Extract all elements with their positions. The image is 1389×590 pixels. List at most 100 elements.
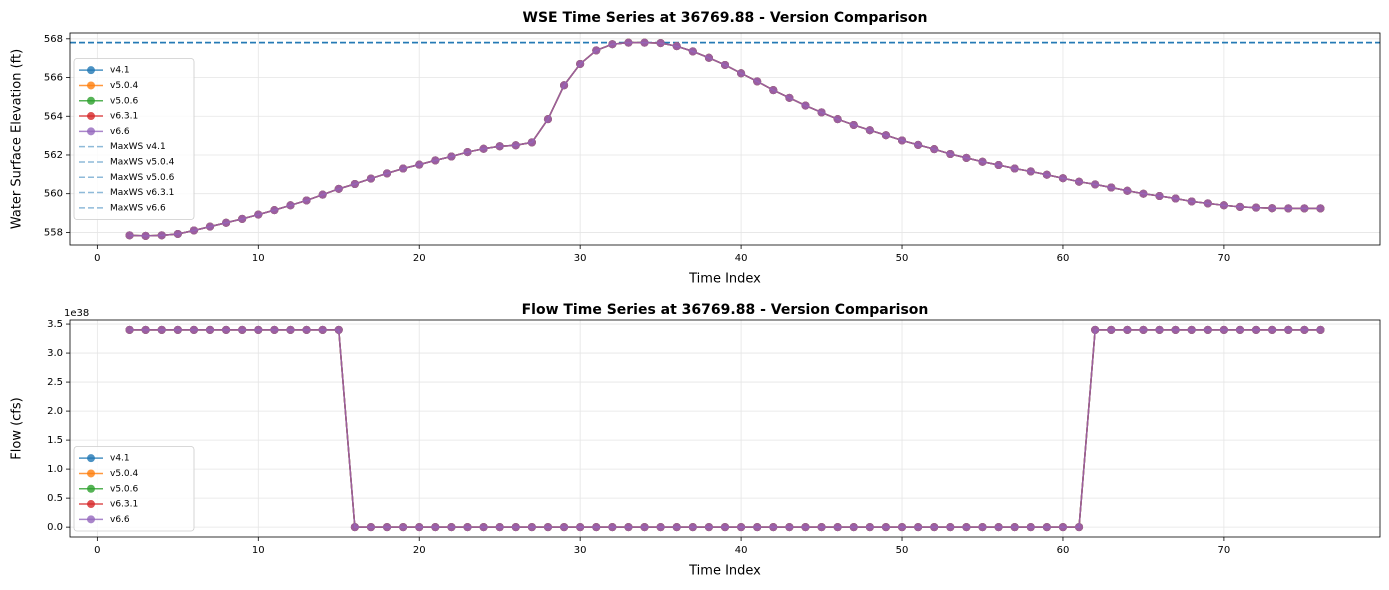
- point: [721, 523, 729, 532]
- point: [962, 153, 971, 162]
- legend-label: v6.6: [110, 127, 130, 137]
- point: [431, 523, 440, 532]
- point: [189, 325, 198, 334]
- point: [930, 145, 939, 154]
- point: [801, 523, 810, 532]
- point: [479, 523, 488, 532]
- axes-frame: [69, 319, 1381, 538]
- series-line: [129, 41, 1321, 237]
- point: [383, 523, 392, 532]
- point: [1155, 325, 1164, 334]
- point: [141, 325, 150, 334]
- legend-label: MaxWS v6.6: [110, 203, 166, 213]
- point: [1058, 174, 1067, 183]
- series-line: [129, 329, 1321, 528]
- point: [447, 152, 456, 161]
- point: [769, 86, 778, 95]
- legend-label: MaxWS v6.3.1: [110, 188, 174, 198]
- series-line: [129, 41, 1321, 237]
- point: [286, 201, 295, 210]
- legend-box: [73, 446, 195, 532]
- point: [415, 523, 424, 532]
- point: [785, 93, 794, 102]
- point: [350, 180, 359, 189]
- legend-marker: [87, 81, 95, 90]
- point: [1235, 325, 1244, 334]
- point: [222, 325, 231, 334]
- point: [865, 126, 874, 135]
- y-tick-label: 2.5: [47, 377, 63, 388]
- point: [608, 523, 617, 532]
- point: [576, 523, 585, 532]
- x-tick-label: 10: [252, 253, 265, 264]
- point: [399, 164, 408, 173]
- point: [914, 523, 923, 532]
- point: [833, 115, 842, 124]
- point: [302, 196, 311, 205]
- point: [334, 325, 343, 334]
- point: [704, 53, 713, 62]
- point: [1042, 170, 1051, 179]
- point: [560, 81, 569, 90]
- legend-label: v4.1: [110, 66, 130, 76]
- series-line: [129, 329, 1321, 528]
- point: [1026, 167, 1035, 176]
- point: [254, 325, 263, 334]
- point: [543, 523, 552, 532]
- point: [817, 523, 826, 532]
- legend-marker: [87, 454, 95, 463]
- point: [962, 523, 971, 532]
- plot-area: [125, 325, 1325, 532]
- point: [865, 523, 874, 532]
- point: [994, 523, 1003, 532]
- series-line: [129, 41, 1321, 237]
- legend-label: MaxWS v5.0.6: [110, 173, 175, 183]
- legend-label: v6.3.1: [110, 112, 138, 122]
- point: [1316, 204, 1325, 213]
- point: [1123, 186, 1132, 195]
- y-tick-label: 558: [44, 227, 63, 238]
- point: [1187, 197, 1196, 206]
- point: [881, 523, 890, 532]
- legend-label: MaxWS v5.0.4: [110, 157, 175, 167]
- x-tick-label: 40: [735, 253, 748, 264]
- point: [447, 523, 456, 532]
- x-tick-label: 30: [574, 253, 587, 264]
- y-tick-label: 566: [44, 73, 63, 84]
- point: [737, 69, 746, 78]
- point: [1010, 164, 1019, 173]
- point: [463, 148, 472, 157]
- point: [946, 523, 955, 532]
- x-tick-label: 60: [1057, 253, 1070, 264]
- point: [399, 523, 408, 532]
- point: [1268, 325, 1277, 334]
- point: [527, 138, 536, 147]
- point: [785, 523, 794, 532]
- series-line: [129, 41, 1321, 237]
- legend-marker: [87, 500, 95, 509]
- legend-box: [73, 58, 195, 220]
- chart-title: Flow Time Series at 36769.88 - Version C…: [522, 302, 929, 318]
- point: [1155, 192, 1164, 201]
- point: [1284, 325, 1293, 334]
- point: [560, 523, 569, 532]
- y-tick-label: 560: [44, 189, 63, 200]
- point: [1010, 523, 1019, 532]
- point: [656, 523, 665, 532]
- legend-label: v5.0.4: [110, 81, 139, 91]
- point: [334, 184, 343, 193]
- point: [206, 222, 215, 231]
- point: [1058, 523, 1067, 532]
- x-tick-label: 40: [735, 545, 748, 556]
- legend-label: v4.1: [110, 454, 130, 464]
- point: [753, 77, 762, 86]
- point: [1268, 204, 1277, 213]
- point: [721, 60, 729, 69]
- point: [366, 523, 375, 532]
- y-tick-label: 562: [44, 150, 63, 161]
- x-axis-label: Time Index: [688, 564, 761, 579]
- point: [511, 141, 520, 150]
- legend-label: v6.6: [110, 515, 130, 525]
- point: [222, 218, 231, 227]
- x-axis-label: Time Index: [688, 272, 761, 287]
